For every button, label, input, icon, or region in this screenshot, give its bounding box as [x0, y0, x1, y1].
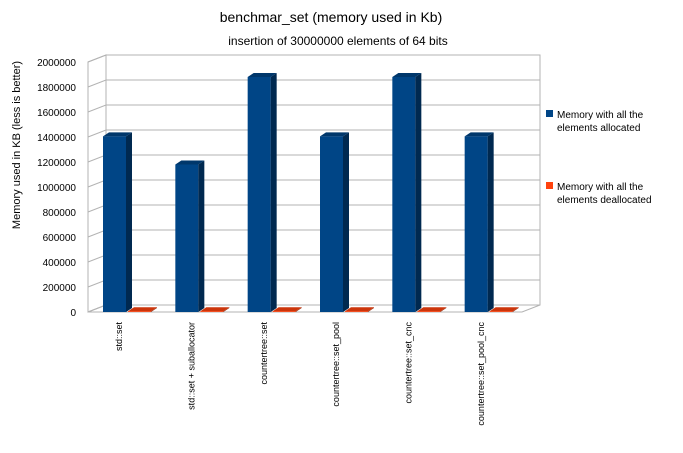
x-tick-labels: std::set std::set + suballocator countertr… [114, 322, 486, 426]
bar-deallocated [128, 307, 157, 312]
y-axis-label: Memory used in KB (less is better) [11, 61, 23, 229]
bar-deallocated [489, 307, 519, 312]
x-tick-label: std::set + suballocator [187, 322, 197, 410]
bar-deallocated [417, 307, 447, 312]
y-tick-label: 1600000 [37, 108, 76, 119]
legend-swatch [546, 182, 553, 189]
bars [103, 73, 519, 312]
y-tick-label: 600000 [43, 233, 77, 244]
bar-allocated [392, 73, 422, 312]
bar-allocated [320, 132, 349, 312]
y-tick-label: 800000 [43, 208, 77, 219]
legend-swatch [546, 110, 553, 117]
bar-deallocated [272, 307, 302, 312]
bar-deallocated [200, 307, 230, 312]
y-tick-labels: 0 200000 400000 600000 800000 1000000 1200000 1… [37, 58, 76, 319]
bar-allocated [103, 132, 132, 312]
y-tick-label: 1400000 [37, 133, 76, 144]
legend-label: Memory with all the [557, 110, 644, 121]
x-tick-label: countertree::set_pool [331, 322, 341, 407]
y-tick-label: 2000000 [37, 58, 76, 69]
y-tick-label: 1000000 [37, 183, 76, 194]
y-tick-label: 0 [70, 308, 76, 319]
bar-deallocated [345, 307, 374, 312]
bar-allocated [175, 160, 205, 312]
legend: Memory with all the elements allocated Mem… [546, 110, 652, 206]
x-tick-label: countertree::set [259, 322, 269, 385]
legend-label: elements deallocated [557, 195, 652, 206]
y-tick-label: 400000 [43, 258, 77, 269]
y-tick-label: 1200000 [37, 158, 76, 169]
legend-label: Memory with all the [557, 182, 644, 193]
y-tick-label: 200000 [43, 283, 77, 294]
gridline [87, 54, 540, 63]
x-tick-label: countertree::set_cnc [404, 322, 414, 404]
x-tick-label: std::set [114, 322, 124, 352]
y-tick-label: 1800000 [37, 83, 76, 94]
legend-label: elements allocated [557, 123, 640, 134]
x-tick-label: countertree::set_pool_cnc [476, 322, 486, 426]
chart-title: benchmar_set (memory used in Kb) [220, 9, 443, 25]
chart-subtitle: insertion of 30000000 elements of 64 bit… [228, 34, 447, 48]
bar-allocated [464, 132, 494, 312]
bar-allocated [247, 73, 277, 312]
